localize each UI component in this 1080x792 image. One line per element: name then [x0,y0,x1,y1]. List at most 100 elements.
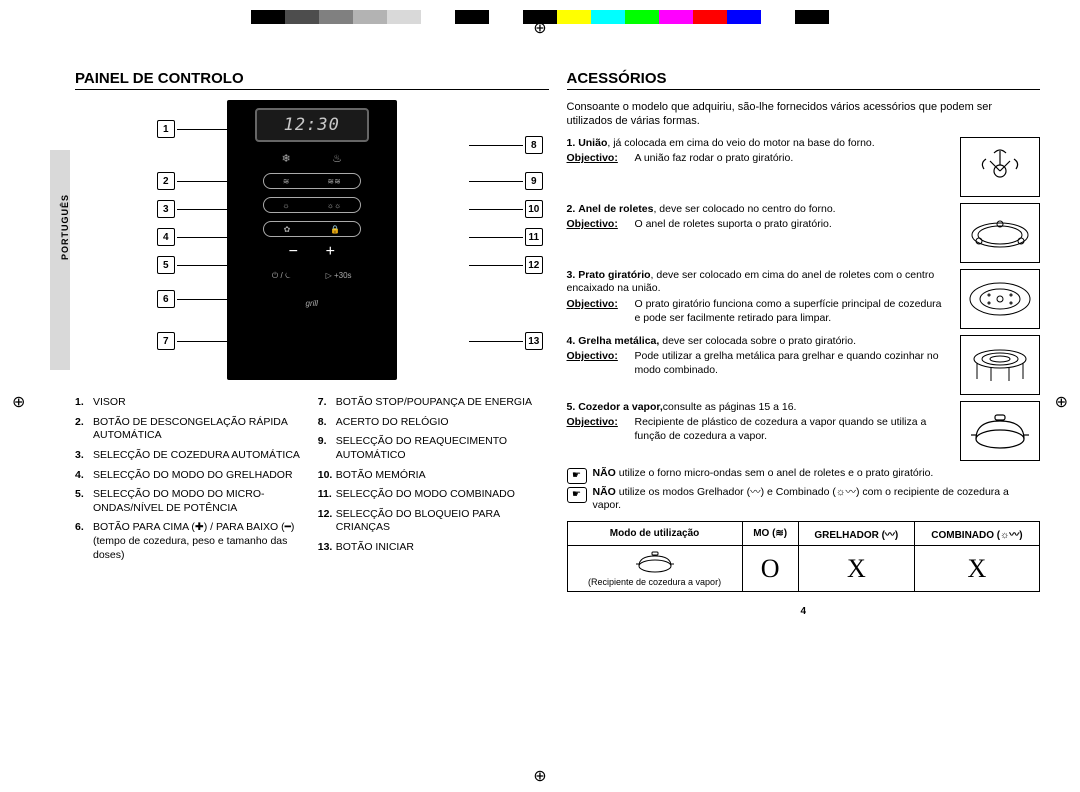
panel-plus-minus: − + [227,243,397,261]
legend-num: 2. [75,416,93,443]
accessory-figure [960,203,1040,263]
pill-icon: ☼☼ [327,201,342,210]
objective-text: O prato giratório funciona como a superf… [635,298,951,325]
callout-line [469,341,523,342]
panel-pill-1: ≋ ≋≋ [263,173,361,189]
legend-num: 7. [318,396,336,410]
warnings: ☛ NÃO utilize o forno micro-ondas sem o a… [567,467,1041,513]
legend-text: BOTÃO STOP/POUPANÇA DE ENERGIA [336,396,532,410]
registration-mark-bottom: ⊕ [533,766,546,786]
accessory-text: 5. Cozedor a vapor,consulte as páginas 1… [567,401,951,461]
legend-num: 6. [75,521,93,562]
color-swatch [795,10,829,24]
objective-row: Objectivo:A união faz rodar o prato gira… [567,152,951,166]
legend-num: 1. [75,396,93,410]
callout: 11 [469,228,543,246]
callout: 12 [469,256,543,274]
legend-text: SELECÇÃO DO MODO DO GRELHADOR [93,469,293,483]
objective-text: Pode utilizar a grelha metálica para gre… [635,350,951,377]
lock-icon: 🔒 [330,225,340,234]
td-mode-label: (Recipiente de cozedura a vapor) [588,577,721,587]
callout-number: 5 [157,256,175,274]
callout: 13 [469,332,543,350]
objective-text: Recipiente de plástico de cozedura a vap… [635,416,951,443]
objective-row: Objectivo:Pode utilizar a grelha metálic… [567,350,951,377]
color-swatch [353,10,387,24]
objective-label: Objectivo: [567,152,629,166]
defrost-icon: ❄ [281,152,290,165]
callout-line [469,265,523,266]
legend-num: 5. [75,488,93,515]
hand-icon: ☛ [567,487,587,503]
legend-num: 11. [318,488,336,502]
registration-mark-top: ⊕ [533,18,546,38]
td-mode-desc: (Recipiente de cozedura a vapor) [567,545,742,592]
color-swatch [285,10,319,24]
color-swatch [455,10,489,24]
legend-item: 1.VISOR [75,396,306,410]
legend-item: 4.SELECÇÃO DO MODO DO GRELHADOR [75,469,306,483]
legend-item: 7.BOTÃO STOP/POUPANÇA DE ENERGIA [318,396,549,410]
pill-icon: ✿ [284,225,291,234]
color-swatch [489,10,523,24]
legend-item: 3.SELECÇÃO DE COZEDURA AUTOMÁTICA [75,449,306,463]
accessory-figure [960,137,1040,197]
pill-icon: ≋≋ [327,177,340,186]
callout-line [469,181,523,182]
color-swatch [727,10,761,24]
legend-text: BOTÃO MEMÓRIA [336,469,426,483]
callout-number: 6 [157,290,175,308]
legend-text: SELECÇÃO DO MODO COMBINADO [336,488,515,502]
accessory-text: 4. Grelha metálica, deve ser colocada so… [567,335,951,395]
th-grill: GRELHADOR (〰) [798,521,914,545]
td-grill: X [798,545,914,592]
panel-bottom-row: ⏻ / ⏾ ▷ +30s [227,271,397,281]
accessory-figure [960,335,1040,395]
warning-text: NÃO utilize o forno micro-ondas sem o an… [593,467,934,484]
registration-mark-right: ⊕ [1055,392,1068,412]
callout-number: 1 [157,120,175,138]
usage-mode-table: Modo de utilização MO (≋) GRELHADOR (〰) … [567,521,1041,593]
accessory-item: 5. Cozedor a vapor,consulte as páginas 1… [567,401,1041,461]
callout-line [177,181,229,182]
pill-icon: ≋ [283,177,290,186]
legend-item: 11.SELECÇÃO DO MODO COMBINADO [318,488,549,502]
hand-icon: ☛ [567,468,587,484]
legend-item: 9.SELECÇÃO DO REAQUECIMENTO AUTOMÁTICO [318,435,549,462]
objective-row: Objectivo:O anel de roletes suporta o pr… [567,218,951,232]
color-swatch [591,10,625,24]
objective-text: O anel de roletes suporta o prato girató… [635,218,832,232]
legend-num: 4. [75,469,93,483]
legend-col-b: 7.BOTÃO STOP/POUPANÇA DE ENERGIA8.ACERTO… [318,396,549,568]
legend-item: 12.SELECÇÃO DO BLOQUEIO PARA CRIANÇAS [318,508,549,535]
legend-text: SELECÇÃO DE COZEDURA AUTOMÁTICA [93,449,300,463]
callout: 7 [157,332,229,350]
right-column: ACESSÓRIOS Consoante o modelo que adquir… [567,70,1041,732]
callout-number: 11 [525,228,543,246]
table-row: (Recipiente de cozedura a vapor) O X X [567,545,1040,592]
legend-text: ACERTO DO RELÓGIO [336,416,449,430]
legend-item: 13.BOTÃO INICIAR [318,541,549,555]
td-combi: X [914,545,1039,592]
callout-line [177,341,229,342]
plus-icon: + [326,243,335,261]
page-number: 4 [567,606,1041,617]
accessory-item: 4. Grelha metálica, deve ser colocada so… [567,335,1041,395]
callout: 5 [157,256,229,274]
panel-display: 12:30 [255,108,369,142]
panel-icon-row: ❄ ♨ [227,152,397,165]
color-swatch [251,10,285,24]
steamer-mini-icon [634,550,676,574]
legend-num: 3. [75,449,93,463]
callout: 4 [157,228,229,246]
callout-number: 10 [525,200,543,218]
legend-num: 9. [318,435,336,462]
callout-line [177,265,229,266]
accessories-heading: ACESSÓRIOS [567,70,1041,90]
legend-text: BOTÃO DE DESCONGELAÇÃO RÁPIDA AUTOMÁTICA [93,416,306,443]
accessory-text: 3. Prato giratório, deve ser colocado em… [567,269,951,329]
callout-line [177,209,229,210]
left-column: PAINEL DE CONTROLO 12:30 ❄ ♨ ≋ ≋≋ ☼ ☼☼ [75,70,549,732]
callout: 6 [157,290,229,308]
callout-line [469,237,523,238]
